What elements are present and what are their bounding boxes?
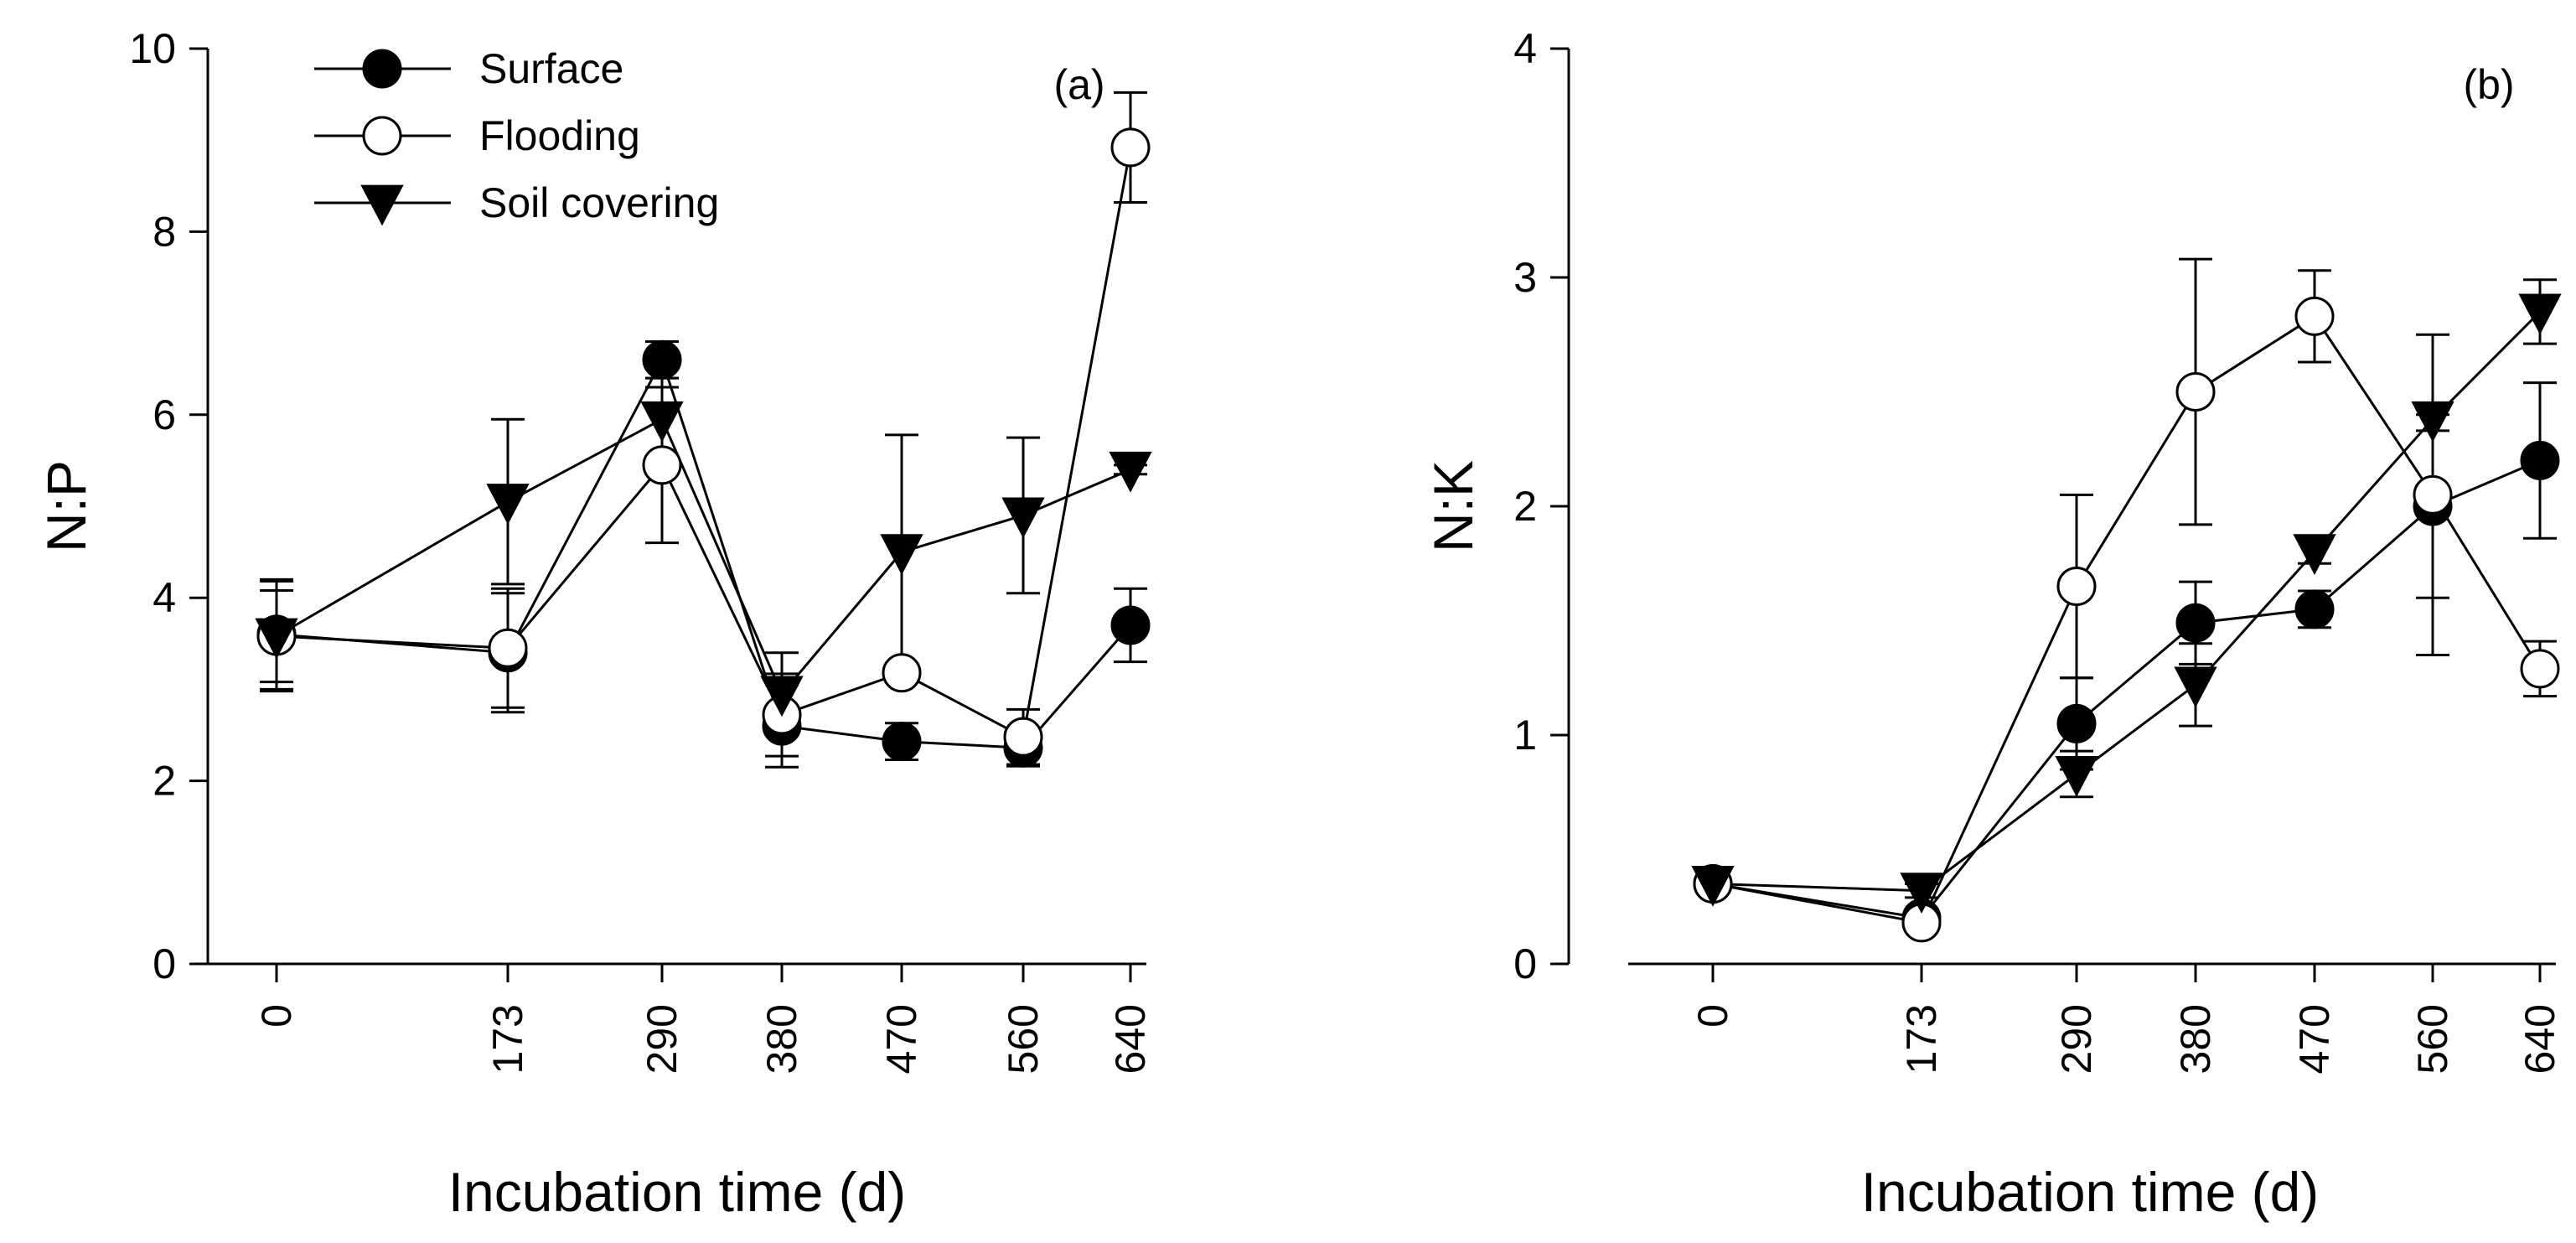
data-point — [2294, 589, 2335, 629]
series-flooding — [1696, 257, 2557, 931]
data-point — [642, 445, 682, 485]
data-point — [882, 722, 922, 762]
data-point — [2056, 567, 2097, 607]
y-tick-label: 4 — [1513, 25, 1537, 72]
panel-label: (a) — [1053, 61, 1104, 108]
series-soil-covering — [1696, 278, 2557, 899]
data-point — [2174, 666, 2217, 708]
legend-marker — [362, 49, 402, 89]
y-tick-label: 0 — [1513, 940, 1537, 987]
x-tick-label: 470 — [2291, 1004, 2338, 1074]
y-axis-title: N:K — [1422, 460, 1484, 552]
x-tick-label: 173 — [484, 1004, 531, 1074]
data-point — [488, 628, 528, 668]
data-point — [1003, 717, 1043, 757]
markers-flooding — [256, 127, 1151, 757]
x-tick-label: 470 — [878, 1004, 925, 1074]
x-tick-label: 0 — [1689, 1004, 1736, 1028]
markers-flooding — [1693, 296, 2560, 943]
data-point — [880, 534, 923, 575]
data-point — [255, 618, 298, 660]
x-tick-label: 640 — [1107, 1004, 1154, 1074]
data-point — [1900, 873, 1943, 914]
legend-marker — [362, 116, 402, 156]
data-point — [2413, 474, 2453, 515]
y-tick-label: 0 — [153, 940, 176, 987]
data-point — [2056, 703, 2097, 743]
chart-panel-b: 0 1 2 3 4 0 173 290 380 470 560 640 N:K Incubation ti… — [1422, 25, 2563, 1223]
legend-label: Surface — [479, 45, 623, 92]
x-tick-label: 173 — [1898, 1004, 1945, 1074]
data-point — [1110, 127, 1151, 168]
legend: Surface Flooding Soil covering — [314, 45, 719, 226]
y-tick-label: 3 — [1513, 254, 1537, 301]
data-point — [2293, 534, 2336, 575]
legend-label: Soil covering — [479, 179, 719, 226]
x-axis-title: Incubation time (d) — [1861, 1161, 2320, 1223]
x-tick-label: 560 — [2409, 1004, 2456, 1074]
x-axis-title: Incubation time (d) — [448, 1161, 907, 1223]
x-tick-label: 290 — [2053, 1004, 2100, 1074]
data-point — [2294, 296, 2335, 336]
x-tick-label: 290 — [639, 1004, 685, 1074]
data-point — [882, 653, 922, 693]
data-point — [640, 401, 684, 443]
data-point — [1110, 605, 1151, 645]
y-tick-label: 4 — [153, 574, 176, 621]
data-point — [2175, 372, 2216, 412]
y-tick-label: 8 — [153, 208, 176, 255]
data-point — [760, 676, 804, 717]
x-tick-label: 640 — [2517, 1004, 2563, 1074]
y-tick-label: 2 — [153, 758, 176, 805]
x-tick-label: 380 — [2172, 1004, 2219, 1074]
series-line — [276, 417, 1131, 697]
data-point — [1691, 866, 1735, 907]
data-point — [2518, 293, 2562, 335]
y-tick-label: 2 — [1513, 483, 1537, 530]
legend-marker — [360, 184, 404, 226]
series-line — [1712, 459, 2541, 920]
markers-surface — [1693, 440, 2560, 938]
data-point — [2411, 401, 2454, 443]
series-line — [276, 147, 1132, 739]
x-tick-label: 0 — [253, 1004, 300, 1028]
series-soil-covering — [260, 376, 1147, 737]
data-point — [2055, 756, 2098, 797]
panel-label: (b) — [2463, 61, 2514, 108]
series-line — [1712, 310, 2542, 893]
x-tick-label: 560 — [1000, 1004, 1047, 1074]
data-point — [486, 484, 530, 525]
data-point — [1001, 497, 1045, 539]
chart-panel-a: 0 2 4 6 8 10 0 173 290 380 470 560 640 N:P Incubation … — [35, 25, 1154, 1223]
y-tick-label: 1 — [1513, 712, 1537, 759]
legend-label: Flooding — [479, 112, 640, 159]
data-point — [2175, 603, 2216, 643]
markers-soil-covering — [255, 401, 1152, 717]
y-tick-label: 10 — [129, 25, 176, 72]
y-axis-title: N:P — [35, 460, 97, 552]
data-point — [1109, 451, 1152, 493]
data-point — [2520, 440, 2560, 480]
y-tick-label: 6 — [153, 391, 176, 438]
data-point — [2520, 649, 2560, 689]
markers-soil-covering — [1691, 293, 2562, 914]
data-point — [642, 339, 682, 380]
x-tick-label: 380 — [758, 1004, 805, 1074]
